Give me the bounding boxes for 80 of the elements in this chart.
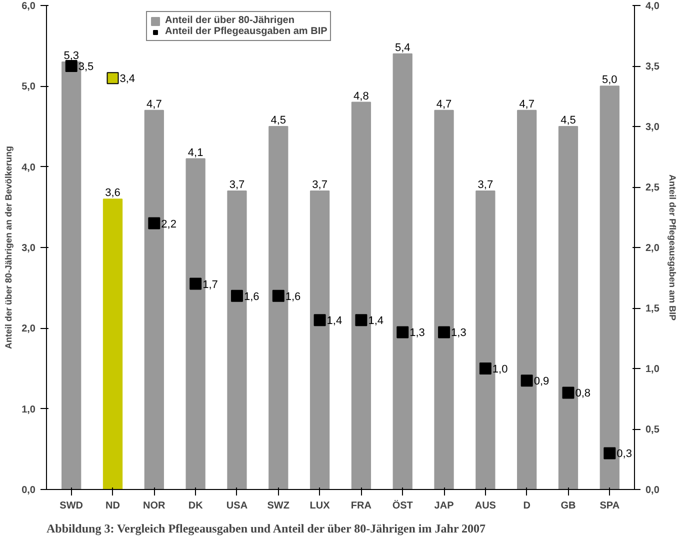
data-label: 2,2 (161, 218, 176, 230)
data-label: 5,3 (64, 50, 79, 62)
data-label: 3,5 (78, 61, 94, 73)
data-label: 0,8 (575, 388, 591, 400)
data-label: 1,0 (492, 364, 508, 376)
x-tick-label: FRA (350, 500, 372, 512)
point (106, 72, 119, 84)
data-label: 4,5 (560, 114, 576, 126)
y2-tick-label: 1,5 (646, 304, 660, 314)
y2-tick-label: 3,5 (646, 62, 660, 72)
y2-tick-label: 0,5 (646, 424, 660, 436)
data-label: 4,7 (146, 98, 162, 110)
x-tick-label: DK (188, 500, 204, 512)
data-label: 0,9 (534, 376, 550, 388)
y2-tick-label: 2,5 (646, 182, 660, 194)
point (604, 447, 616, 460)
point (396, 326, 409, 338)
data-label: 1,4 (368, 315, 384, 328)
x-tick-label: USA (226, 500, 248, 512)
x-tick-label: LUX (310, 500, 330, 512)
x-tick-label: D (523, 500, 530, 512)
bar (392, 53, 412, 490)
data-label: 3,7 (229, 179, 245, 192)
data-label: 3,7 (478, 179, 494, 192)
data-label: 1,3 (410, 327, 425, 340)
point (65, 60, 78, 72)
bar (186, 158, 206, 490)
point (272, 290, 284, 302)
point (230, 290, 243, 302)
data-label: 4,5 (270, 114, 286, 126)
point (438, 326, 450, 338)
data-label: 5,0 (602, 74, 618, 86)
x-tick-label: ND (106, 500, 120, 512)
point (314, 314, 326, 326)
x-tick-label: ÖST (392, 500, 413, 512)
data-label: 4,7 (436, 98, 452, 110)
y2-tick-label: 0,0 (646, 485, 660, 496)
y2-tick-label: 3,0 (646, 122, 660, 133)
text: Abbildung 3: Vergleich Pflegeausgaben und Anteil der über 80-Jährigen im Jahr 2007 (46, 522, 486, 536)
legend-label: Anteil der über 80-Jährigen (165, 15, 294, 26)
point (355, 314, 368, 326)
y-tick-label: 1,0 (22, 404, 36, 416)
y-tick-label: 0,0 (22, 485, 36, 496)
y2-tick-label: 2,0 (646, 243, 660, 254)
y2-axis-title: Anteil der Pflegeausgaben am BIP (667, 174, 678, 321)
data-label: 4,7 (519, 98, 534, 110)
bar (102, 198, 123, 490)
point (520, 374, 533, 387)
point (148, 217, 160, 230)
y-tick-label: 2,0 (22, 324, 36, 335)
point (479, 362, 492, 374)
data-label: 1,6 (285, 290, 301, 303)
data-label: 1,4 (326, 315, 342, 328)
y-tick-label: 3,0 (22, 243, 36, 254)
y2-tick-label: 1,0 (646, 364, 660, 375)
data-label: 0,3 (616, 448, 632, 460)
x-tick-label: JAP (434, 500, 454, 512)
data-label: 5,4 (394, 42, 410, 54)
data-label: 4,8 (354, 90, 369, 102)
data-label: 1,3 (451, 327, 466, 340)
y-tick-label: 6,0 (22, 1, 36, 12)
x-tick-label: GB (560, 500, 576, 512)
x-tick-label: SPA (600, 500, 620, 512)
data-label: 4,1 (188, 146, 204, 159)
data-label: 3,6 (105, 187, 120, 200)
y-tick-label: 4,0 (22, 162, 36, 174)
data-label: 1,7 (202, 278, 218, 291)
data-label: 3,4 (120, 73, 136, 86)
x-tick-label: NOR (143, 500, 166, 512)
legend-label: Anteil der Pflegeausgaben am BIP (165, 26, 328, 37)
data-label: 3,7 (312, 179, 328, 192)
x-tick-label: SWZ (267, 500, 290, 512)
y2-tick-label: 4,0 (646, 1, 660, 12)
y-tick-label: 5,0 (22, 82, 36, 93)
y-axis-title: Anteil der über 80-Jährigen an der Bevölkerung (4, 146, 14, 350)
point (190, 278, 202, 290)
x-tick-label: AUS (474, 500, 496, 512)
data-label: 1,6 (244, 290, 260, 303)
point (562, 386, 574, 399)
x-tick-label: SWD (60, 500, 84, 512)
